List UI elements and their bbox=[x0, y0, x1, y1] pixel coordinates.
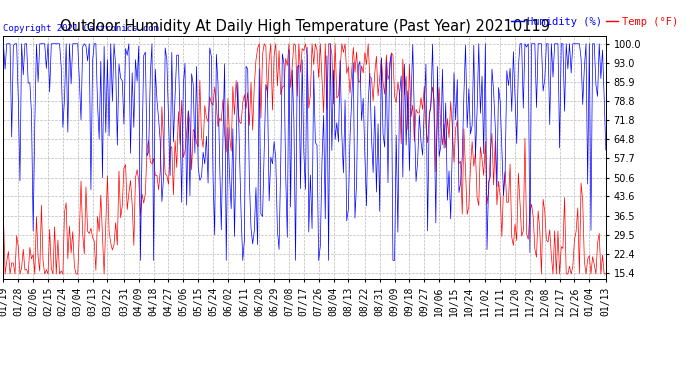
Text: Copyright 2021 Cartronics.com: Copyright 2021 Cartronics.com bbox=[3, 24, 159, 33]
Title: Outdoor Humidity At Daily High Temperature (Past Year) 20210119: Outdoor Humidity At Daily High Temperatu… bbox=[59, 20, 550, 34]
Legend: Humidity (%), Temp (°F): Humidity (%), Temp (°F) bbox=[507, 13, 682, 31]
